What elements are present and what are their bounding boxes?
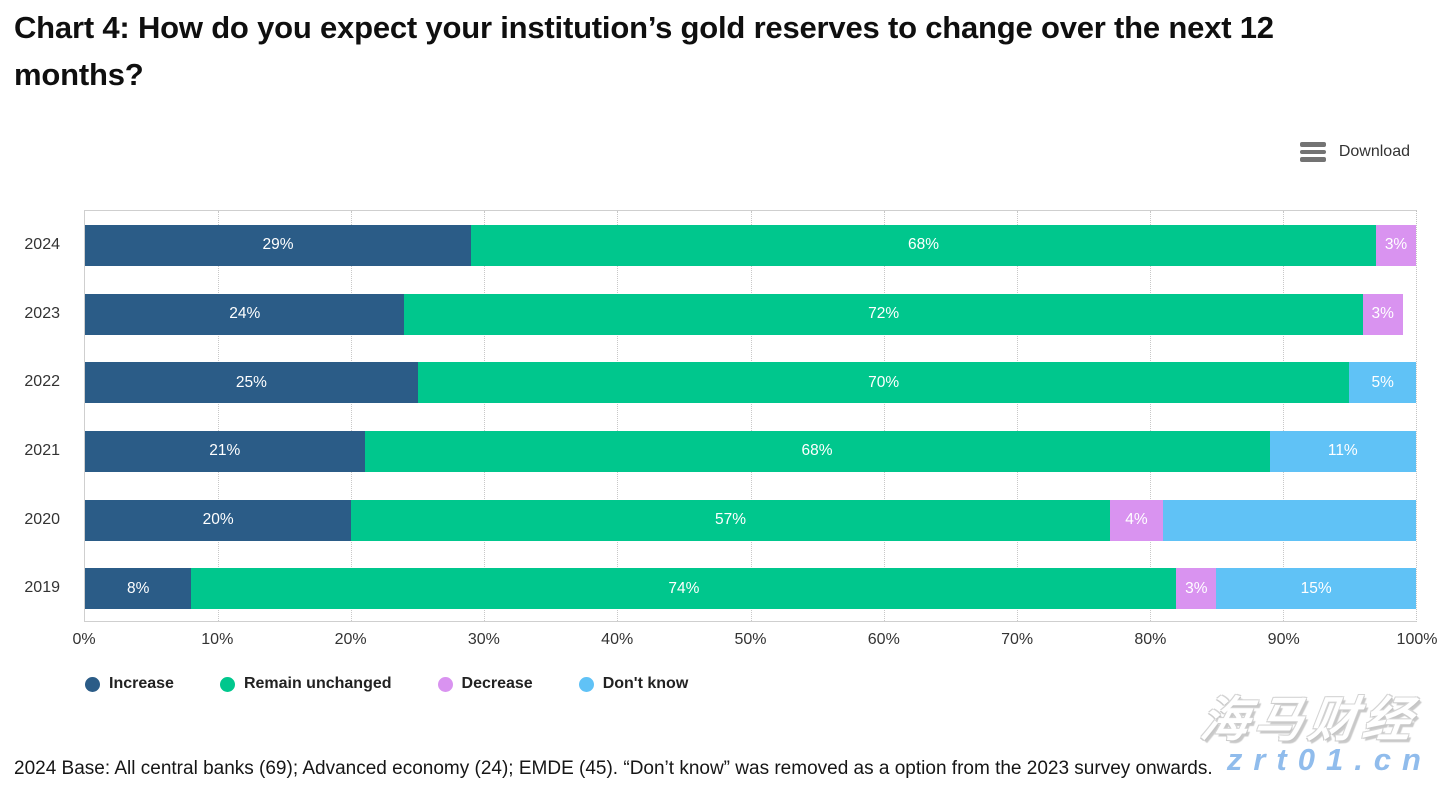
x-axis-label: 60% (867, 631, 900, 648)
legend-label: Decrease (461, 675, 533, 692)
bar-value-label: 74% (668, 579, 700, 597)
x-axis: 0% 10% 20% 30% 40% 50% 60% 70% 80% 90% 100% (72, 631, 1437, 655)
y-axis-label-2021: 2021 (24, 441, 60, 459)
legend-marker-icon (578, 676, 594, 692)
bar-segment-2020-remain-unchanged[interactable]: 57% (351, 499, 1110, 541)
bar-segment-2021-don-t-know[interactable]: 11% (1269, 430, 1416, 472)
legend-item-decrease[interactable]: Decrease (437, 675, 533, 693)
x-axis-label: 50% (734, 631, 767, 648)
x-axis-label: 20% (334, 631, 367, 648)
bar-value-label: 3% (1384, 236, 1408, 254)
legend-marker-icon (219, 676, 235, 692)
page-title: Chart 4: How do you expect your institut… (14, 10, 1274, 92)
bar-segment-2022-remain-unchanged[interactable]: 70% (417, 362, 1350, 404)
y-axis-label-2024: 2024 (24, 235, 60, 253)
bar-value-label: 11% (1327, 442, 1358, 460)
y-axis-label-2020: 2020 (24, 510, 60, 528)
y-axis-label-2019: 2019 (24, 579, 60, 597)
x-axis-label: 0% (72, 631, 96, 648)
x-axis-label: 40% (601, 631, 634, 648)
x-axis-label: 80% (1134, 631, 1167, 648)
legend-label: Remain unchanged (243, 675, 392, 692)
bar-value-label: 5% (1371, 373, 1394, 391)
bar-segment-2021-increase[interactable]: 21% (85, 430, 365, 472)
bar-segment-2019-decrease[interactable]: 3% (1176, 568, 1217, 610)
bar-value-label: 21% (209, 442, 241, 460)
bar-segment-2019-increase[interactable]: 8% (85, 568, 192, 610)
hamburger-icon[interactable] (1299, 142, 1326, 162)
bar-value-label: 20% (202, 511, 234, 528)
gridline (750, 211, 752, 621)
legend-label: Don't know (602, 675, 689, 692)
bar-segment-2021-remain-unchanged[interactable]: 68% (364, 430, 1270, 472)
footer-note: 2024 Base: All central banks (69); Advan… (14, 758, 1213, 779)
x-axis-label: 30% (467, 631, 500, 648)
bar-value-label: 72% (868, 305, 900, 322)
bar-segment-2024-decrease[interactable]: 3% (1376, 224, 1416, 266)
gridline (351, 211, 353, 621)
bar-value-label: 15% (1300, 579, 1332, 597)
bar-row-2022: 25% 70% 5% (85, 362, 1416, 404)
legend-marker-icon (437, 676, 453, 692)
bar-value-label: 3% (1185, 579, 1208, 597)
bar-segment-2023-decrease[interactable]: 3% (1362, 293, 1403, 335)
gridline (883, 211, 885, 621)
bar-segment-2023-remain-unchanged[interactable]: 72% (404, 293, 1363, 335)
bar-segment-2020-decrease[interactable]: 4% (1109, 499, 1164, 541)
bar-segment-2022-don-t-know[interactable]: 5% (1349, 362, 1416, 404)
x-axis-label: 10% (201, 631, 234, 648)
legend-item-don-t-know[interactable]: Don't know (578, 675, 689, 693)
legend-item-increase[interactable]: Increase (85, 675, 174, 693)
bar-segment-2019-don-t-know[interactable]: 15% (1216, 568, 1416, 610)
bar-value-label: 70% (868, 373, 900, 391)
legend-marker-icon (85, 676, 100, 692)
download-label: Download (1338, 142, 1410, 160)
y-axis-label-2022: 2022 (24, 373, 60, 391)
bar-value-label: 57% (715, 511, 747, 528)
bar-value-label: 8% (127, 579, 150, 597)
watermark-url: zrt01.cn (1226, 742, 1432, 777)
watermark-brand: 海马财经 (1197, 694, 1421, 747)
gridline (218, 211, 220, 621)
x-axis-label: 90% (1267, 631, 1300, 648)
bar-value-label: 24% (229, 305, 261, 322)
legend: Increase Remain unchanged Decrease Don't kn… (85, 675, 688, 693)
bar-value-label: 29% (262, 236, 294, 254)
gridline (1016, 211, 1018, 621)
bar-value-label: 4% (1125, 511, 1148, 528)
y-axis: 2024 2023 2022 2021 2020 2019 (0, 210, 72, 622)
gridline (617, 211, 619, 621)
legend-item-remain-unchanged[interactable]: Remain unchanged (219, 675, 392, 693)
bar-segment-2022-increase[interactable]: 25% (85, 362, 418, 404)
bar-value-label: 25% (235, 373, 267, 391)
bar-row-2021: 21% 68% 11% (85, 430, 1416, 472)
download-button[interactable]: Download (1299, 142, 1410, 162)
x-axis-label: 100% (1396, 631, 1438, 648)
bar-segment-2024-remain-unchanged[interactable]: 68% (470, 224, 1377, 266)
legend-label: Increase (109, 675, 174, 692)
bar-row-2024: 29% 68% 3% (85, 224, 1416, 266)
gridline (484, 211, 486, 621)
gridline (1149, 211, 1151, 621)
plot-area: 29% 68% 3% 24% 72% 3% 25% 70% 5% 21% 68% 11% 20% 57% 4… (84, 210, 1417, 622)
bar-segment-2020-don-t-know[interactable] (1163, 499, 1416, 541)
bar-value-label: 3% (1371, 305, 1394, 322)
bar-row-2020: 20% 57% 4% (85, 499, 1416, 541)
bar-segment-2023-increase[interactable]: 24% (85, 293, 405, 335)
bar-row-2019: 8% 74% 3% 15% (85, 568, 1416, 610)
bar-segment-2019-remain-unchanged[interactable]: 74% (191, 568, 1177, 610)
y-axis-label-2023: 2023 (24, 304, 60, 322)
x-axis-label: 70% (1001, 631, 1034, 648)
gridline (1282, 211, 1284, 621)
bar-row-2023: 24% 72% 3% (85, 293, 1416, 335)
bar-value-label: 68% (801, 442, 833, 460)
bar-segment-2024-increase[interactable]: 29% (85, 224, 471, 266)
bar-segment-2020-increase[interactable]: 20% (85, 499, 352, 541)
bar-value-label: 68% (908, 236, 940, 254)
